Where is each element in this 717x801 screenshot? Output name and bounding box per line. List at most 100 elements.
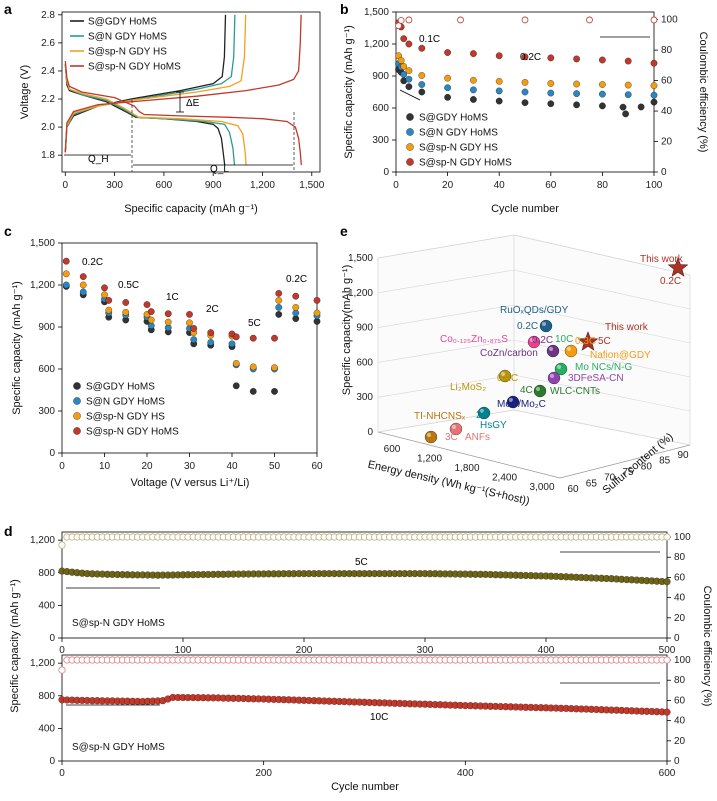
b-xaxis-ticks: 0 20 40 60 80 100 (393, 172, 663, 191)
d-ytick-label: 800 (38, 691, 55, 702)
d-xtick-label: 0 (59, 768, 65, 779)
d-ytick-label: 400 (38, 723, 55, 734)
a-xaxis-ticks: 0 300 600 900 1,200 1,500 (63, 172, 325, 191)
e-point-highlight (452, 425, 456, 429)
b-ce-point (586, 16, 593, 24)
d-y2tick-label: 20 (674, 736, 686, 747)
b-data-point (624, 91, 632, 99)
a-xtick-label: 900 (205, 180, 222, 191)
c-legend-label: S@N GDY HoMS (86, 397, 165, 408)
e-point-label: Nafion@GDY (590, 350, 651, 361)
e-point-highlight (509, 398, 513, 402)
b-data-point (521, 88, 529, 96)
e-point-rate: 0.2C (517, 321, 538, 332)
e-xtick-label: 2,400 (492, 473, 517, 484)
b-data-point (547, 89, 555, 97)
d-xtick-label: 200 (255, 768, 272, 779)
c-data-point (164, 318, 172, 326)
e-data-point (424, 430, 438, 444)
a-qh-label: Q_H (88, 154, 109, 165)
c-xaxis-title: Voltage (V versus Li⁺/Li) (131, 477, 250, 489)
c-data-point (232, 360, 240, 367)
c-xtick-label: 10 (99, 461, 111, 472)
a-legend-label: S@sp-N GDY HS (88, 47, 167, 58)
c-data-point (228, 340, 236, 348)
c-data-point (164, 310, 172, 318)
a-ytick-label: 2.2 (41, 94, 55, 105)
d-xtick-label: 400 (538, 645, 555, 656)
e-point-label: Co₀.₁₂₅Zn₀.₈₇₅S (440, 334, 508, 345)
b-xaxis-title: Cycle number (491, 203, 559, 215)
c-ytick-label: 600 (38, 364, 55, 375)
b-ce-point (405, 16, 413, 24)
c-data-point (313, 318, 321, 325)
c-ytick-label: 1,500 (30, 238, 55, 249)
e-ytick-label: 600 (356, 357, 373, 368)
d-ce-point (58, 541, 66, 549)
b-y2tick-label: 0 (661, 167, 667, 178)
b-series-points (395, 19, 658, 118)
c-data-point (275, 311, 283, 318)
d-xtick-label: 300 (417, 645, 434, 656)
c-xaxis-ticks: 0 10 20 30 40 50 60 (59, 453, 323, 472)
b-data-point (418, 88, 426, 96)
a-series-charge-line (64, 14, 302, 153)
e-point-highlight (550, 374, 554, 378)
b-data-point (619, 103, 627, 111)
e-point-highlight (530, 338, 534, 342)
d-ytick-label: 400 (38, 600, 55, 611)
panel-d: 0 100 200 300 400 50004008001,200020406080100… (9, 531, 713, 793)
b-y2tick-label: 40 (661, 106, 673, 117)
a-series-discharge-line (64, 61, 302, 166)
c-ytick-label: 1,200 (30, 280, 55, 291)
c-data-point (79, 273, 87, 280)
d1-series-points (58, 533, 671, 586)
e-ztick-label: 70 (604, 473, 616, 484)
c-xtick-label: 60 (311, 461, 323, 472)
e-xtick-label: 600 (384, 444, 401, 455)
b-label-02c: 0.2C (520, 52, 541, 63)
c-yaxis-title: Specific capacity (mAh g⁻¹) (11, 281, 23, 415)
b-data-point (397, 57, 405, 64)
a-legend-label: S@sp-N GDY HoMS (88, 62, 181, 73)
b-data-point (521, 53, 529, 61)
b-data-point (470, 50, 477, 57)
e-point-label: ANFs (465, 432, 490, 443)
b-xtick-label: 100 (646, 180, 663, 191)
c-data-point (207, 339, 215, 346)
d-xtick-label: 200 (296, 645, 313, 656)
e-point-label: RuOₓQDs/GDY (500, 305, 569, 316)
b-data-point (599, 81, 606, 88)
b-data-point (573, 90, 580, 97)
c-ytick-label: 900 (38, 322, 55, 333)
e-ztick-label: 90 (677, 450, 689, 461)
c-data-point (271, 364, 278, 371)
c-data-point (249, 363, 257, 371)
e-point-rate: 0.1C (497, 373, 518, 384)
c-yaxis-ticks: 0 300 600 900 1,200 1,500 (30, 238, 62, 459)
c-rate-2c: 2C (206, 304, 219, 315)
c-data-point (62, 257, 70, 265)
e-point-highlight (549, 347, 553, 351)
b-data-point (637, 103, 645, 111)
c-xtick-label: 50 (269, 461, 281, 472)
b-data-point (495, 97, 503, 105)
b-data-point (418, 81, 426, 88)
b-y2tick-label: 60 (661, 76, 673, 87)
c-data-point (143, 301, 151, 308)
e-yaxis-ticks: 0 300 600 900 1,200 1,500 (348, 253, 373, 438)
d-y2tick-label: 40 (674, 593, 686, 604)
b-xtick-label: 80 (597, 180, 609, 191)
b-data-point (599, 102, 606, 110)
a-plot-frame (61, 11, 321, 173)
d-xtick-label: 0 (59, 645, 65, 656)
b-data-point (495, 52, 503, 60)
c-data-point (275, 304, 283, 311)
e-gridline-left (377, 409, 515, 433)
a-yaxis-title: Voltage (V) (19, 65, 31, 119)
c-data-point (292, 315, 300, 322)
e-ytick-label: 0 (367, 427, 373, 438)
a-ytick-label: 2.6 (41, 38, 55, 49)
a-xtick-label: 300 (106, 180, 123, 191)
e-ytick-label: 900 (356, 323, 373, 334)
